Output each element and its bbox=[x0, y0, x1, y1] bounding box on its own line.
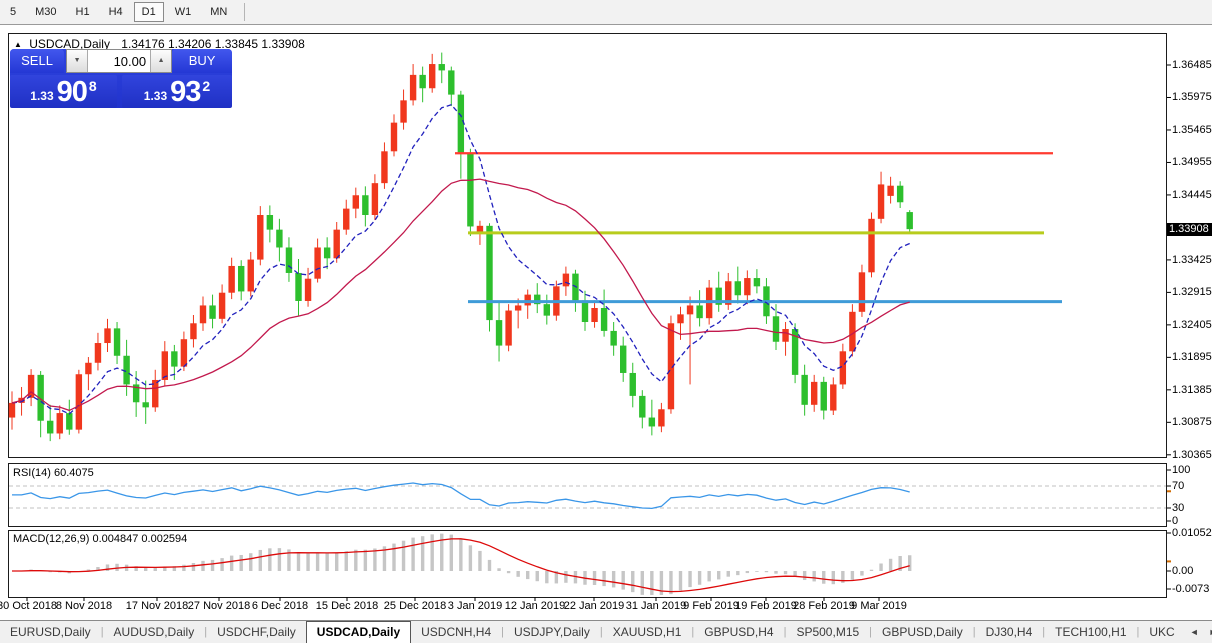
buy-price-button[interactable]: 1.33 93 2 bbox=[122, 75, 232, 108]
tab-separator: | bbox=[783, 626, 787, 638]
price-tick-label: 1.31895 bbox=[1172, 351, 1212, 364]
sell-price-pip: 8 bbox=[88, 78, 97, 94]
date-tick-label: 15 Dec 2018 bbox=[315, 600, 379, 612]
timeframe-button-h1[interactable]: H1 bbox=[75, 6, 90, 18]
sell-price-button[interactable]: 1.33 90 8 bbox=[10, 75, 117, 108]
sell-price-digits: 90 bbox=[56, 76, 88, 108]
tab-scroll-arrows: ◄► bbox=[1185, 627, 1212, 637]
price-tick-label: 1.34445 bbox=[1172, 188, 1212, 201]
tab-separator: | bbox=[972, 626, 976, 638]
rsi-tick-label: 70 bbox=[1172, 480, 1185, 492]
price-tick-label: 1.35465 bbox=[1172, 123, 1212, 136]
timeframe-button-h4[interactable]: H4 bbox=[108, 6, 123, 18]
price-tick-label: 1.31385 bbox=[1172, 383, 1212, 396]
chart-tab-xauusd-h1[interactable]: XAUUSD,H1 bbox=[612, 624, 682, 639]
date-tick-label: 17 Nov 2018 bbox=[125, 600, 189, 612]
toolbar-separator bbox=[244, 3, 246, 21]
price-tick-label: 1.33425 bbox=[1172, 253, 1212, 266]
price-tick-label: 1.35975 bbox=[1172, 91, 1212, 104]
rsi-tick-label: 30 bbox=[1172, 502, 1185, 514]
price-tick-label: 1.32915 bbox=[1172, 286, 1212, 299]
tab-separator: | bbox=[501, 626, 505, 638]
date-tick-label: 31 Jan 2019 bbox=[625, 600, 687, 612]
tab-scroll-left-icon[interactable]: ◄ bbox=[1189, 627, 1199, 637]
chart-tab-sp500-m15[interactable]: SP500,M15 bbox=[796, 624, 860, 639]
chart-tab-ukc[interactable]: UKC bbox=[1149, 624, 1175, 639]
buy-price-digits: 93 bbox=[170, 76, 201, 108]
chart-tab-usdcad-daily[interactable]: USDCAD,Daily bbox=[305, 621, 412, 643]
price-tick-label: 1.30365 bbox=[1172, 448, 1212, 461]
trade-panel-top-row: SELL ▼ 10.00 ▲ BUY bbox=[10, 49, 232, 73]
date-tick-label: 3 Jan 2019 bbox=[447, 600, 503, 612]
timeframe-button-mn[interactable]: MN bbox=[210, 6, 228, 18]
date-tick-label: 28 Feb 2019 bbox=[793, 600, 855, 612]
collapse-panel-icon[interactable]: ▲ bbox=[14, 40, 22, 49]
chart-title: ▲ USDCAD,Daily 1.34176 1.34206 1.33845 1… bbox=[14, 37, 305, 51]
date-tick-label: 22 Jan 2019 bbox=[563, 600, 625, 612]
date-tick-label: 9 Feb 2019 bbox=[683, 600, 739, 612]
chart-tab-bar: EURUSD,Daily | AUDUSD,Daily | USDCHF,Daily US… bbox=[0, 620, 1212, 643]
rsi-indicator-label: RSI(14) 60.4075 bbox=[13, 467, 94, 479]
sell-button[interactable]: SELL bbox=[10, 49, 65, 73]
macd-tick-label: -0.0073 bbox=[1172, 583, 1210, 595]
date-tick-label: 25 Dec 2018 bbox=[383, 600, 447, 612]
macd-tick-label: 0.00 bbox=[1172, 565, 1194, 577]
macd-indicator-label: MACD(12,26,9) 0.004847 0.002594 bbox=[13, 533, 188, 545]
date-tick-label: 6 Dec 2018 bbox=[251, 600, 309, 612]
tab-separator: | bbox=[869, 626, 873, 638]
volume-increase-icon[interactable]: ▲ bbox=[150, 50, 172, 72]
tab-separator: | bbox=[691, 626, 695, 638]
rsi-panel-frame bbox=[8, 463, 1167, 527]
buy-button[interactable]: BUY bbox=[172, 49, 232, 73]
date-tick-label: 12 Jan 2019 bbox=[504, 600, 566, 612]
trade-panel-price-row: 1.33 90 8 1.33 93 2 bbox=[10, 75, 232, 108]
chart-ohlc-values: 1.34176 1.34206 1.33845 1.33908 bbox=[121, 37, 305, 51]
chart-tab-usdjpy-daily[interactable]: USDJPY,Daily bbox=[514, 624, 590, 639]
chart-tab-gbpusd-h4[interactable]: GBPUSD,H4 bbox=[704, 624, 774, 639]
buy-price-pip: 2 bbox=[202, 78, 211, 94]
tab-scroll-right-icon[interactable]: ► bbox=[1204, 627, 1212, 637]
tab-separator: | bbox=[1136, 626, 1140, 638]
date-tick-label: 9 Mar 2019 bbox=[851, 600, 907, 612]
date-tick-label: 8 Nov 2018 bbox=[55, 600, 113, 612]
volume-stepper: ▼ 10.00 ▲ bbox=[66, 49, 173, 73]
timeframe-toolbar: 5 M30 H1 H4 D1 W1 MN bbox=[0, 0, 1212, 25]
macd-tick-label: 0.010525 bbox=[1172, 527, 1212, 539]
tab-separator: | bbox=[204, 626, 208, 638]
chart-symbol-label: USDCAD,Daily bbox=[29, 37, 110, 51]
timeframe-button-5[interactable]: 5 bbox=[10, 6, 17, 18]
volume-input[interactable]: 10.00 bbox=[113, 54, 147, 69]
price-tick-label: 1.32405 bbox=[1172, 318, 1212, 331]
chart-tab-tech100-h1[interactable]: TECH100,H1 bbox=[1055, 624, 1127, 639]
current-price-badge: 1.33908 bbox=[1167, 222, 1212, 236]
chart-tab-gbpusd-daily[interactable]: GBPUSD,Daily bbox=[882, 624, 963, 639]
date-tick-label: 19 Feb 2019 bbox=[735, 600, 797, 612]
timeframe-button-w1[interactable]: W1 bbox=[174, 6, 192, 18]
price-tick-label: 1.36485 bbox=[1172, 59, 1212, 71]
one-click-trading-panel: SELL ▼ 10.00 ▲ BUY 1.33 90 8 1.33 93 2 bbox=[10, 49, 232, 108]
rsi-tick-label: 100 bbox=[1172, 464, 1191, 476]
chart-tab-eurusd-daily[interactable]: EURUSD,Daily bbox=[10, 624, 91, 639]
sell-price-prefix: 1.33 bbox=[30, 89, 54, 103]
price-tick-label: 1.34955 bbox=[1172, 156, 1212, 169]
date-tick-label: 30 Oct 2018 bbox=[0, 600, 57, 612]
timeframe-button-m30[interactable]: M30 bbox=[35, 6, 57, 18]
tab-separator: | bbox=[100, 626, 104, 638]
price-tick-label: 1.30875 bbox=[1172, 416, 1212, 429]
rsi-tick-label: 0 bbox=[1172, 515, 1179, 527]
buy-price-prefix: 1.33 bbox=[143, 89, 168, 103]
date-tick-label: 27 Nov 2018 bbox=[187, 600, 251, 612]
chart-tab-audusd-daily[interactable]: AUDUSD,Daily bbox=[113, 624, 195, 639]
chart-tab-usdcnh-h4[interactable]: USDCNH,H4 bbox=[421, 624, 492, 639]
chart-tab-usdchf-daily[interactable]: USDCHF,Daily bbox=[217, 624, 296, 639]
chart-tab-dj30-h4[interactable]: DJ30,H4 bbox=[985, 624, 1033, 639]
tab-separator: | bbox=[599, 626, 603, 638]
volume-decrease-icon[interactable]: ▼ bbox=[67, 50, 89, 72]
timeframe-button-d1[interactable]: D1 bbox=[133, 2, 164, 22]
tab-separator: | bbox=[1042, 626, 1046, 638]
